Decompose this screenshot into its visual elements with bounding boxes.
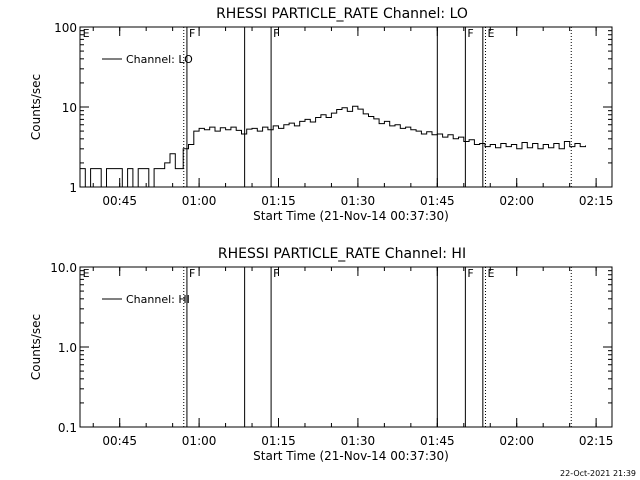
x-tick-label: 01:00 [182, 434, 217, 448]
x-tick-label: 00:45 [102, 434, 137, 448]
x-tick-label: 00:45 [102, 194, 137, 208]
x-axis-label: Start Time (21-Nov-14 00:37:30) [253, 449, 449, 463]
y-tick-label: 10.0 [50, 261, 77, 275]
flag-label: F [189, 27, 195, 40]
y-axis-label: Counts/sec [29, 314, 43, 380]
x-tick-label: 01:45 [420, 434, 455, 448]
x-tick-label: 02:00 [499, 434, 534, 448]
chart-title: RHESSI PARTICLE_RATE Channel: LO [216, 6, 468, 22]
y-tick-label: 0.1 [58, 421, 77, 435]
flag-label: F [189, 267, 195, 280]
series-line [80, 105, 586, 188]
flag-label: F [273, 267, 279, 280]
flag-label: E [488, 267, 495, 280]
y-tick-label: 1.0 [58, 341, 77, 355]
y-tick-label: 100 [54, 21, 77, 35]
flag-label: F [467, 27, 473, 40]
y-tick-label: 1 [69, 181, 77, 195]
timestamp-label: 22-Oct-2021 21:39 [560, 469, 636, 478]
x-tick-label: 02:00 [499, 194, 534, 208]
flag-label: E [488, 27, 495, 40]
x-axis-label: Start Time (21-Nov-14 00:37:30) [253, 209, 449, 223]
flag-label: E [83, 27, 90, 40]
x-tick-label: 01:00 [182, 194, 217, 208]
x-tick-label: 01:15 [261, 434, 296, 448]
x-tick-label: 01:15 [261, 194, 296, 208]
flag-label: F [467, 267, 473, 280]
x-tick-label: 02:15 [579, 434, 614, 448]
x-tick-label: 01:30 [341, 434, 376, 448]
x-tick-label: 01:30 [341, 194, 376, 208]
flag-label: E [83, 267, 90, 280]
x-tick-label: 02:15 [579, 194, 614, 208]
panel-lo: RHESSI PARTICLE_RATE Channel: LO 1 10 100 00… [29, 6, 613, 223]
plot-frame [79, 26, 613, 188]
legend-label: Channel: HI [126, 293, 190, 306]
y-axis-label: Counts/sec [29, 74, 43, 140]
legend-label: Channel: LO [126, 53, 193, 66]
panel-hi: RHESSI PARTICLE_RATE Channel: HI 0.1 1.0 10… [29, 246, 613, 463]
chart-title: RHESSI PARTICLE_RATE Channel: HI [218, 246, 466, 262]
flag-label: F [273, 27, 279, 40]
x-tick-label: 01:45 [420, 194, 455, 208]
y-tick-label: 10 [62, 101, 77, 115]
plot-frame [79, 266, 613, 428]
